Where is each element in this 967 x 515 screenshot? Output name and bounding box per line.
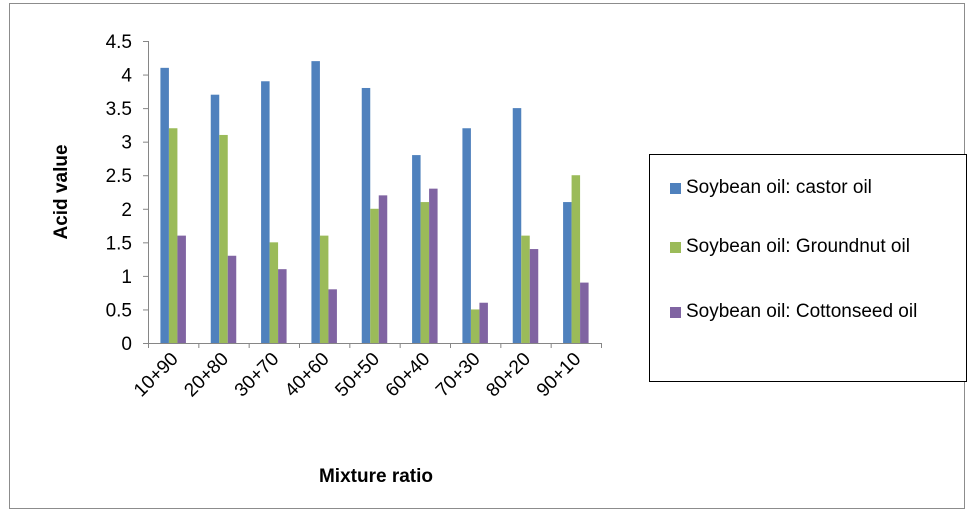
- legend-entry-cottonseed: Soybean oil: Cottonseed oil: [670, 297, 960, 326]
- legend-swatch-groundnut: [670, 242, 681, 253]
- bar-castor: [261, 81, 270, 344]
- x-tick-label: 10+90: [130, 349, 183, 402]
- y-tick-label: 2.5: [106, 166, 132, 187]
- x-tick-label: 30+70: [231, 349, 284, 402]
- bar-groundnut: [219, 134, 228, 343]
- bar-cottonseed: [177, 235, 186, 343]
- bar-groundnut: [521, 235, 530, 343]
- y-axis-title: Acid value: [51, 144, 72, 239]
- x-tick-label: 50+50: [331, 349, 384, 402]
- bar-cottonseed: [580, 282, 589, 343]
- y-tick-label: 4: [121, 66, 132, 87]
- y-tick-label: 3.5: [106, 99, 132, 120]
- bar-groundnut: [319, 235, 329, 343]
- y-tick-label: 1: [121, 267, 132, 288]
- legend-entry-castor: Soybean oil: castor oil: [670, 173, 960, 202]
- y-tick-label: 3: [121, 133, 132, 154]
- x-tick-label: 60+40: [382, 349, 435, 402]
- legend-swatch-castor: [670, 183, 681, 194]
- x-axis-ticks: 10+9020+8030+7040+6050+5060+4070+3080+20…: [130, 343, 602, 402]
- bar-castor: [210, 94, 220, 343]
- bar-cottonseed: [328, 289, 337, 343]
- bar-castor: [412, 155, 421, 343]
- bar-cottonseed: [429, 188, 438, 343]
- legend-swatch-cottonseed: [670, 307, 681, 318]
- y-tick-label: 1.5: [106, 233, 132, 254]
- bar-castor: [563, 202, 572, 343]
- bar-groundnut: [571, 175, 581, 343]
- bar-groundnut: [470, 309, 480, 343]
- bar-groundnut: [370, 208, 379, 343]
- bars: [160, 61, 589, 344]
- legend-entry-groundnut: Soybean oil: Groundnut oil: [670, 232, 960, 261]
- bar-cottonseed: [278, 269, 287, 343]
- bar-groundnut: [168, 128, 178, 343]
- bar-cottonseed: [479, 302, 488, 343]
- bar-castor: [160, 67, 169, 343]
- y-tick-label: 4.5: [106, 32, 132, 53]
- y-axis-ticks: 0 0.5 1 1.5 2 2.5 3 3.5 4 4.5: [106, 32, 148, 355]
- bar-cottonseed: [227, 255, 237, 343]
- y-tick-label: 0: [121, 334, 132, 355]
- x-tick-label: 80+20: [482, 349, 535, 402]
- bar-castor: [361, 87, 371, 343]
- bar-groundnut: [420, 202, 430, 343]
- y-tick-label: 2: [121, 200, 132, 221]
- x-tick-label: 40+60: [281, 349, 334, 402]
- bar-cottonseed: [529, 249, 539, 343]
- bar-castor: [512, 108, 522, 343]
- bar-castor: [462, 128, 471, 343]
- legend: Soybean oil: castor oil Soybean oil: Gro…: [649, 154, 967, 382]
- bar-castor: [311, 61, 320, 344]
- x-tick-label: 20+80: [180, 349, 233, 402]
- y-tick-label: 0.5: [106, 300, 132, 321]
- legend-label-groundnut: Soybean oil: Groundnut oil: [686, 236, 910, 257]
- x-tick-label: 90+10: [533, 349, 586, 402]
- bar-cottonseed: [378, 195, 388, 343]
- legend-label-castor: Soybean oil: castor oil: [686, 177, 872, 198]
- legend-label-cottonseed: Soybean oil: Cottonseed oil: [686, 301, 918, 322]
- x-axis-title: Mixture ratio: [319, 466, 433, 487]
- bar-groundnut: [269, 242, 279, 343]
- x-tick-label: 70+30: [432, 349, 485, 402]
